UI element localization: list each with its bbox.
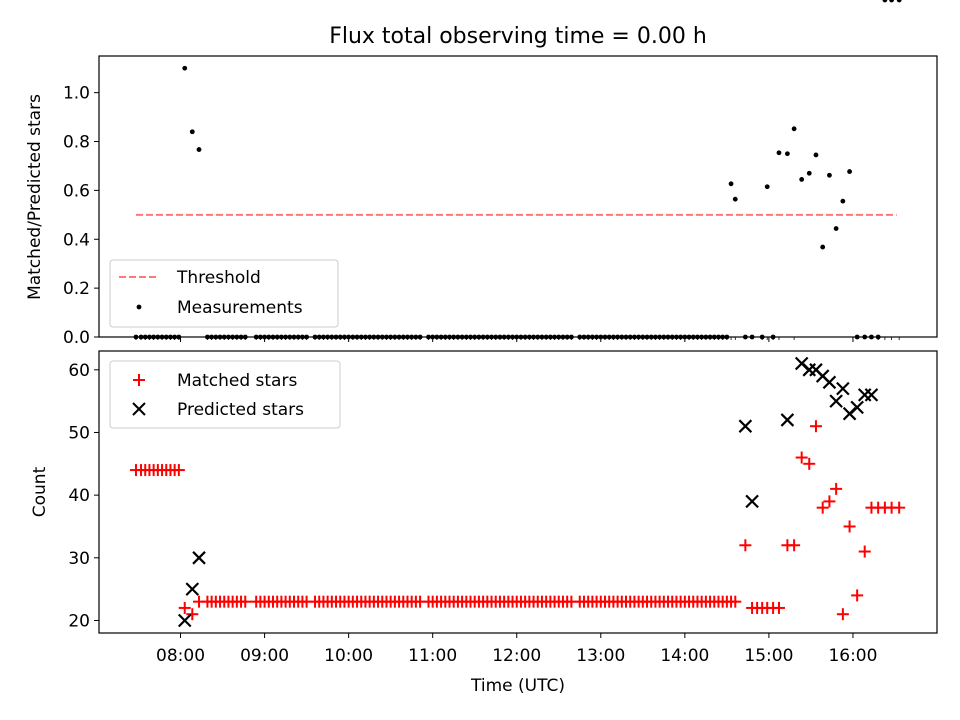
measurement-point: [827, 172, 832, 178]
legend-measurements-label: Measurements: [177, 298, 303, 318]
ratio-y-tick-label: 0.0: [63, 328, 90, 348]
measurement-point: [882, 0, 888, 3]
x-tick-label: 14:00: [660, 646, 709, 666]
matched-star-point: [186, 608, 199, 621]
measurement-point: [182, 65, 188, 71]
predicted-star-point: [738, 419, 753, 433]
x-tick-label: 12:00: [492, 646, 541, 666]
x-tick-label: 13:00: [576, 646, 625, 666]
legend-threshold-label: Threshold: [176, 268, 261, 288]
predicted-star-point: [864, 388, 879, 402]
predicted-star-point: [829, 394, 843, 408]
measurement-point: [840, 198, 846, 204]
matched-star-point: [803, 457, 816, 470]
measurement-point: [806, 170, 812, 176]
predicted-star-point: [780, 413, 795, 427]
predicted-star-point: [802, 363, 817, 377]
x-axis-label: Time (UTC): [470, 676, 565, 696]
measurement-point: [791, 126, 797, 132]
matched-star-point: [823, 495, 836, 508]
legend-predicted-marker: [132, 402, 146, 416]
matched-star-point: [788, 539, 801, 552]
ratio-panel: 0.0 0.2 0.4 0.6 0.8 1.0 Matched/Predicted sta…: [25, 0, 938, 348]
matched-star-point: [851, 589, 864, 602]
matched-star-point: [739, 539, 752, 552]
measurement-point: [820, 244, 826, 250]
count-y-tick-label: 40: [68, 486, 90, 506]
measurement-point: [833, 226, 839, 231]
count-y-axis-label: Count: [30, 466, 50, 517]
x-tick-label: 15:00: [744, 646, 793, 666]
matched-star-point: [836, 608, 849, 621]
measurement-point: [896, 0, 902, 3]
matched-star-point: [843, 520, 856, 533]
ratio-y-tick-label: 1.0: [63, 84, 90, 104]
measurement-point: [784, 151, 790, 157]
ratio-y-tick-label: 0.4: [63, 230, 90, 250]
count-y-tick-label: 60: [68, 361, 90, 381]
matched-star-point: [178, 601, 191, 614]
x-tick-label: 10:00: [324, 646, 373, 666]
predicted-star-point: [185, 582, 200, 596]
predicted-star-point: [836, 381, 850, 396]
chart-title: Flux total observing time = 0.00 h: [329, 24, 707, 49]
ratio-legend: Threshold Measurements: [109, 259, 339, 328]
measurement-point: [889, 0, 895, 3]
predicted-star-point: [857, 388, 872, 402]
ratio-y-tick-label: 0.8: [63, 133, 90, 153]
count-panel: 20 30 40 50 60 08:00 09:00 10:00 11:00 12:00 13:00…: [30, 350, 938, 696]
count-legend-box: [109, 360, 341, 429]
predicted-star-point: [177, 613, 192, 628]
matched-star-point: [816, 501, 829, 514]
legend-predicted-label: Predicted stars: [177, 400, 304, 420]
ratio-legend-box: [109, 259, 339, 328]
x-tick-label: 08:00: [156, 646, 205, 666]
count-y-tick-label: 50: [68, 423, 90, 443]
legend-measurement-marker: [136, 304, 142, 310]
count-panel-frame: [98, 350, 938, 634]
measurement-point: [189, 129, 195, 135]
measurement-point: [847, 169, 852, 174]
ratio-y-tick-label: 0.2: [63, 279, 90, 299]
measurement-point: [196, 147, 202, 152]
matched-star-point: [772, 601, 785, 614]
predicted-star-point: [850, 400, 864, 415]
matched-star-point: [830, 482, 843, 495]
matched-star-point: [893, 501, 906, 514]
matched-star-point: [795, 451, 808, 464]
x-tick-label: 09:00: [240, 646, 289, 666]
matched-star-point: [809, 420, 822, 433]
predicted-star-point: [822, 375, 837, 390]
measurement-point: [728, 181, 734, 187]
x-tick-label: 11:00: [408, 646, 457, 666]
ratio-y-tick-label: 0.6: [63, 181, 90, 201]
count-y-tick-label: 20: [68, 611, 90, 631]
count-legend: Matched stars Predicted stars: [109, 360, 341, 429]
predicted-star-point: [192, 551, 206, 565]
matched-star-point: [858, 545, 871, 558]
legend-matched-marker: [133, 374, 145, 386]
ratio-y-axis-label: Matched/Predicted stars: [25, 94, 45, 300]
measurement-point: [764, 184, 770, 190]
legend-matched-label: Matched stars: [177, 371, 297, 391]
measurement-point: [776, 150, 782, 156]
ratio-panel-frame: [98, 55, 938, 338]
measurement-point: [732, 196, 738, 202]
x-tick-label: 16:00: [828, 646, 877, 666]
predicted-star-point: [745, 494, 759, 509]
matched-star-point: [239, 595, 252, 608]
count-y-tick-label: 30: [68, 549, 90, 569]
matched-star-point: [729, 595, 742, 608]
matched-star-point: [172, 464, 185, 477]
measurement-point: [813, 152, 819, 158]
measurement-point: [799, 176, 805, 182]
